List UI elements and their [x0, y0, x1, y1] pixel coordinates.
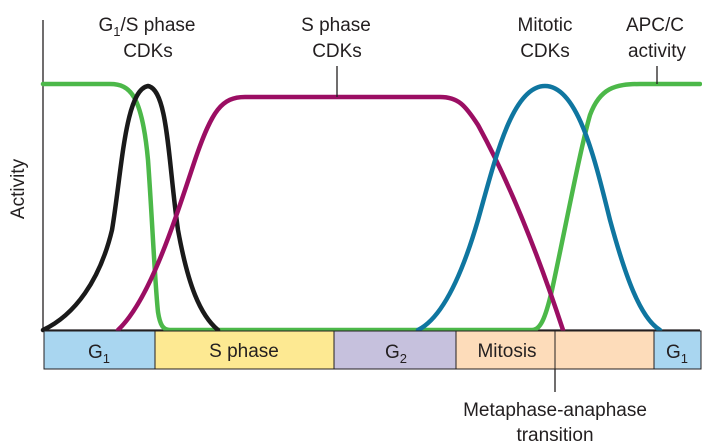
apc-label-line1: APC/C	[626, 15, 684, 36]
s-cdk-curve	[115, 94, 566, 333]
apc-activity-curve	[40, 81, 702, 333]
phase-label-g1-next: G1	[666, 342, 688, 366]
transition-label-line1: Metaphase-anaphase	[463, 400, 647, 421]
mitotic-cdk-curve	[415, 83, 663, 333]
phase-label-g2: G2	[385, 342, 407, 366]
mitotic-cdk-label-line1: Mitotic	[518, 15, 573, 36]
y-axis-label: Activity	[8, 158, 29, 219]
apc-label-line2: activity	[628, 41, 687, 62]
phase-segment-late-mitosis	[554, 330, 655, 370]
s-cdk-label-line2: CDKs	[312, 41, 362, 62]
g1s-cdk-label-line2: CDKs	[123, 41, 173, 62]
phase-label-s: S phase	[209, 341, 279, 362]
mitotic-cdk-label-line2: CDKs	[520, 41, 570, 62]
transition-label-line2: transition	[516, 425, 593, 446]
phase-segment-g2	[333, 330, 457, 370]
phase-label-mitosis: Mitosis	[477, 341, 536, 362]
phase-label-g1: G1	[88, 342, 110, 366]
phase-bar: G1 S phase G2 Mitosis G1	[43, 330, 702, 370]
g1s-cdk-label-line1: G1/S phase	[98, 15, 195, 39]
phase-segment-g1-next	[653, 330, 702, 370]
g1s-cdk-curve	[40, 83, 221, 333]
s-cdk-label-line1: S phase	[301, 15, 371, 36]
phase-segment-s	[154, 330, 335, 370]
phase-segment-g1	[43, 330, 156, 370]
